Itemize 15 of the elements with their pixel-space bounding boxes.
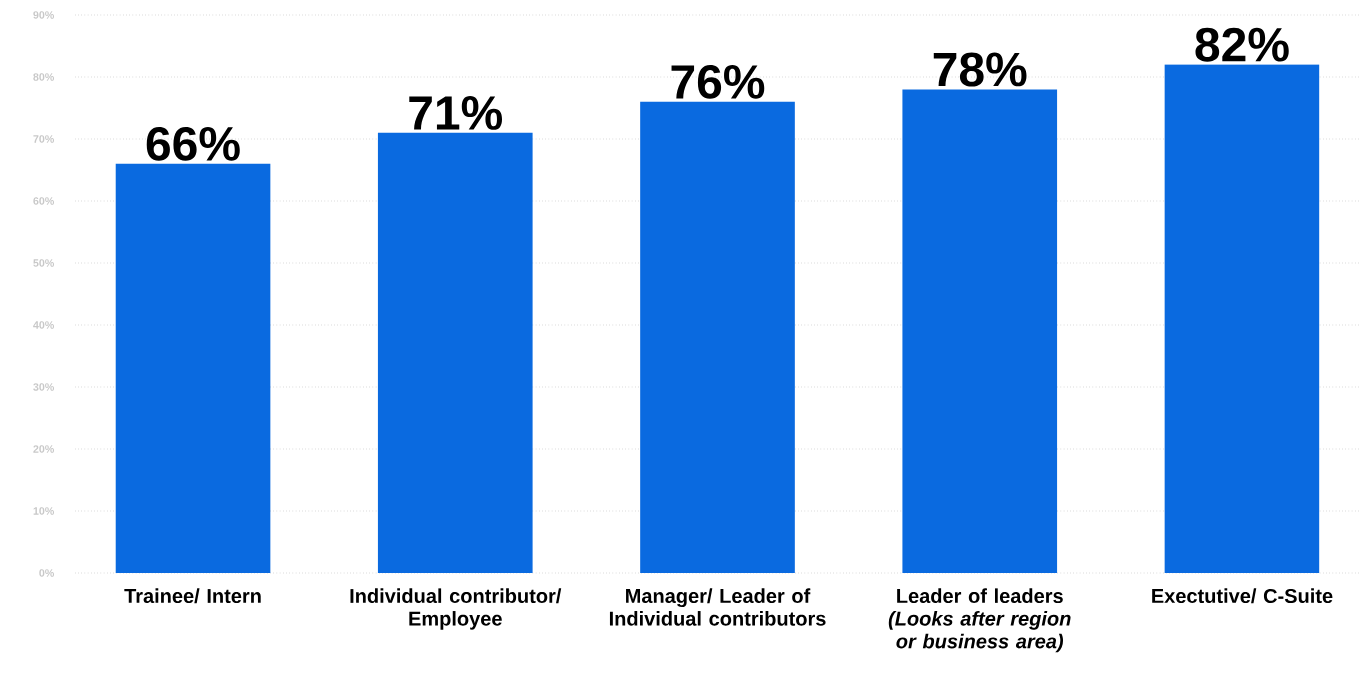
x-tick-label: Trainee/ Intern (124, 588, 261, 604)
data-label: 76% (671, 64, 765, 99)
data-label: 82% (1195, 27, 1289, 62)
x-tick-label: Leader of leaders (Looks after region or business area) (888, 588, 1071, 653)
x-tick-label: Manager/ Leader of Individual contributors (609, 588, 826, 626)
bar (1164, 64, 1320, 573)
bar (640, 101, 795, 573)
bar (377, 132, 533, 573)
data-label: 66% (146, 126, 240, 161)
bar (902, 89, 1058, 573)
x-tick-label: Exectutive/ C-Suite (1152, 588, 1333, 604)
data-label: 78% (933, 52, 1027, 87)
data-label: 71% (409, 96, 503, 130)
bar (115, 163, 271, 573)
x-tick-label: Individual contributor/ Employee (350, 588, 562, 630)
